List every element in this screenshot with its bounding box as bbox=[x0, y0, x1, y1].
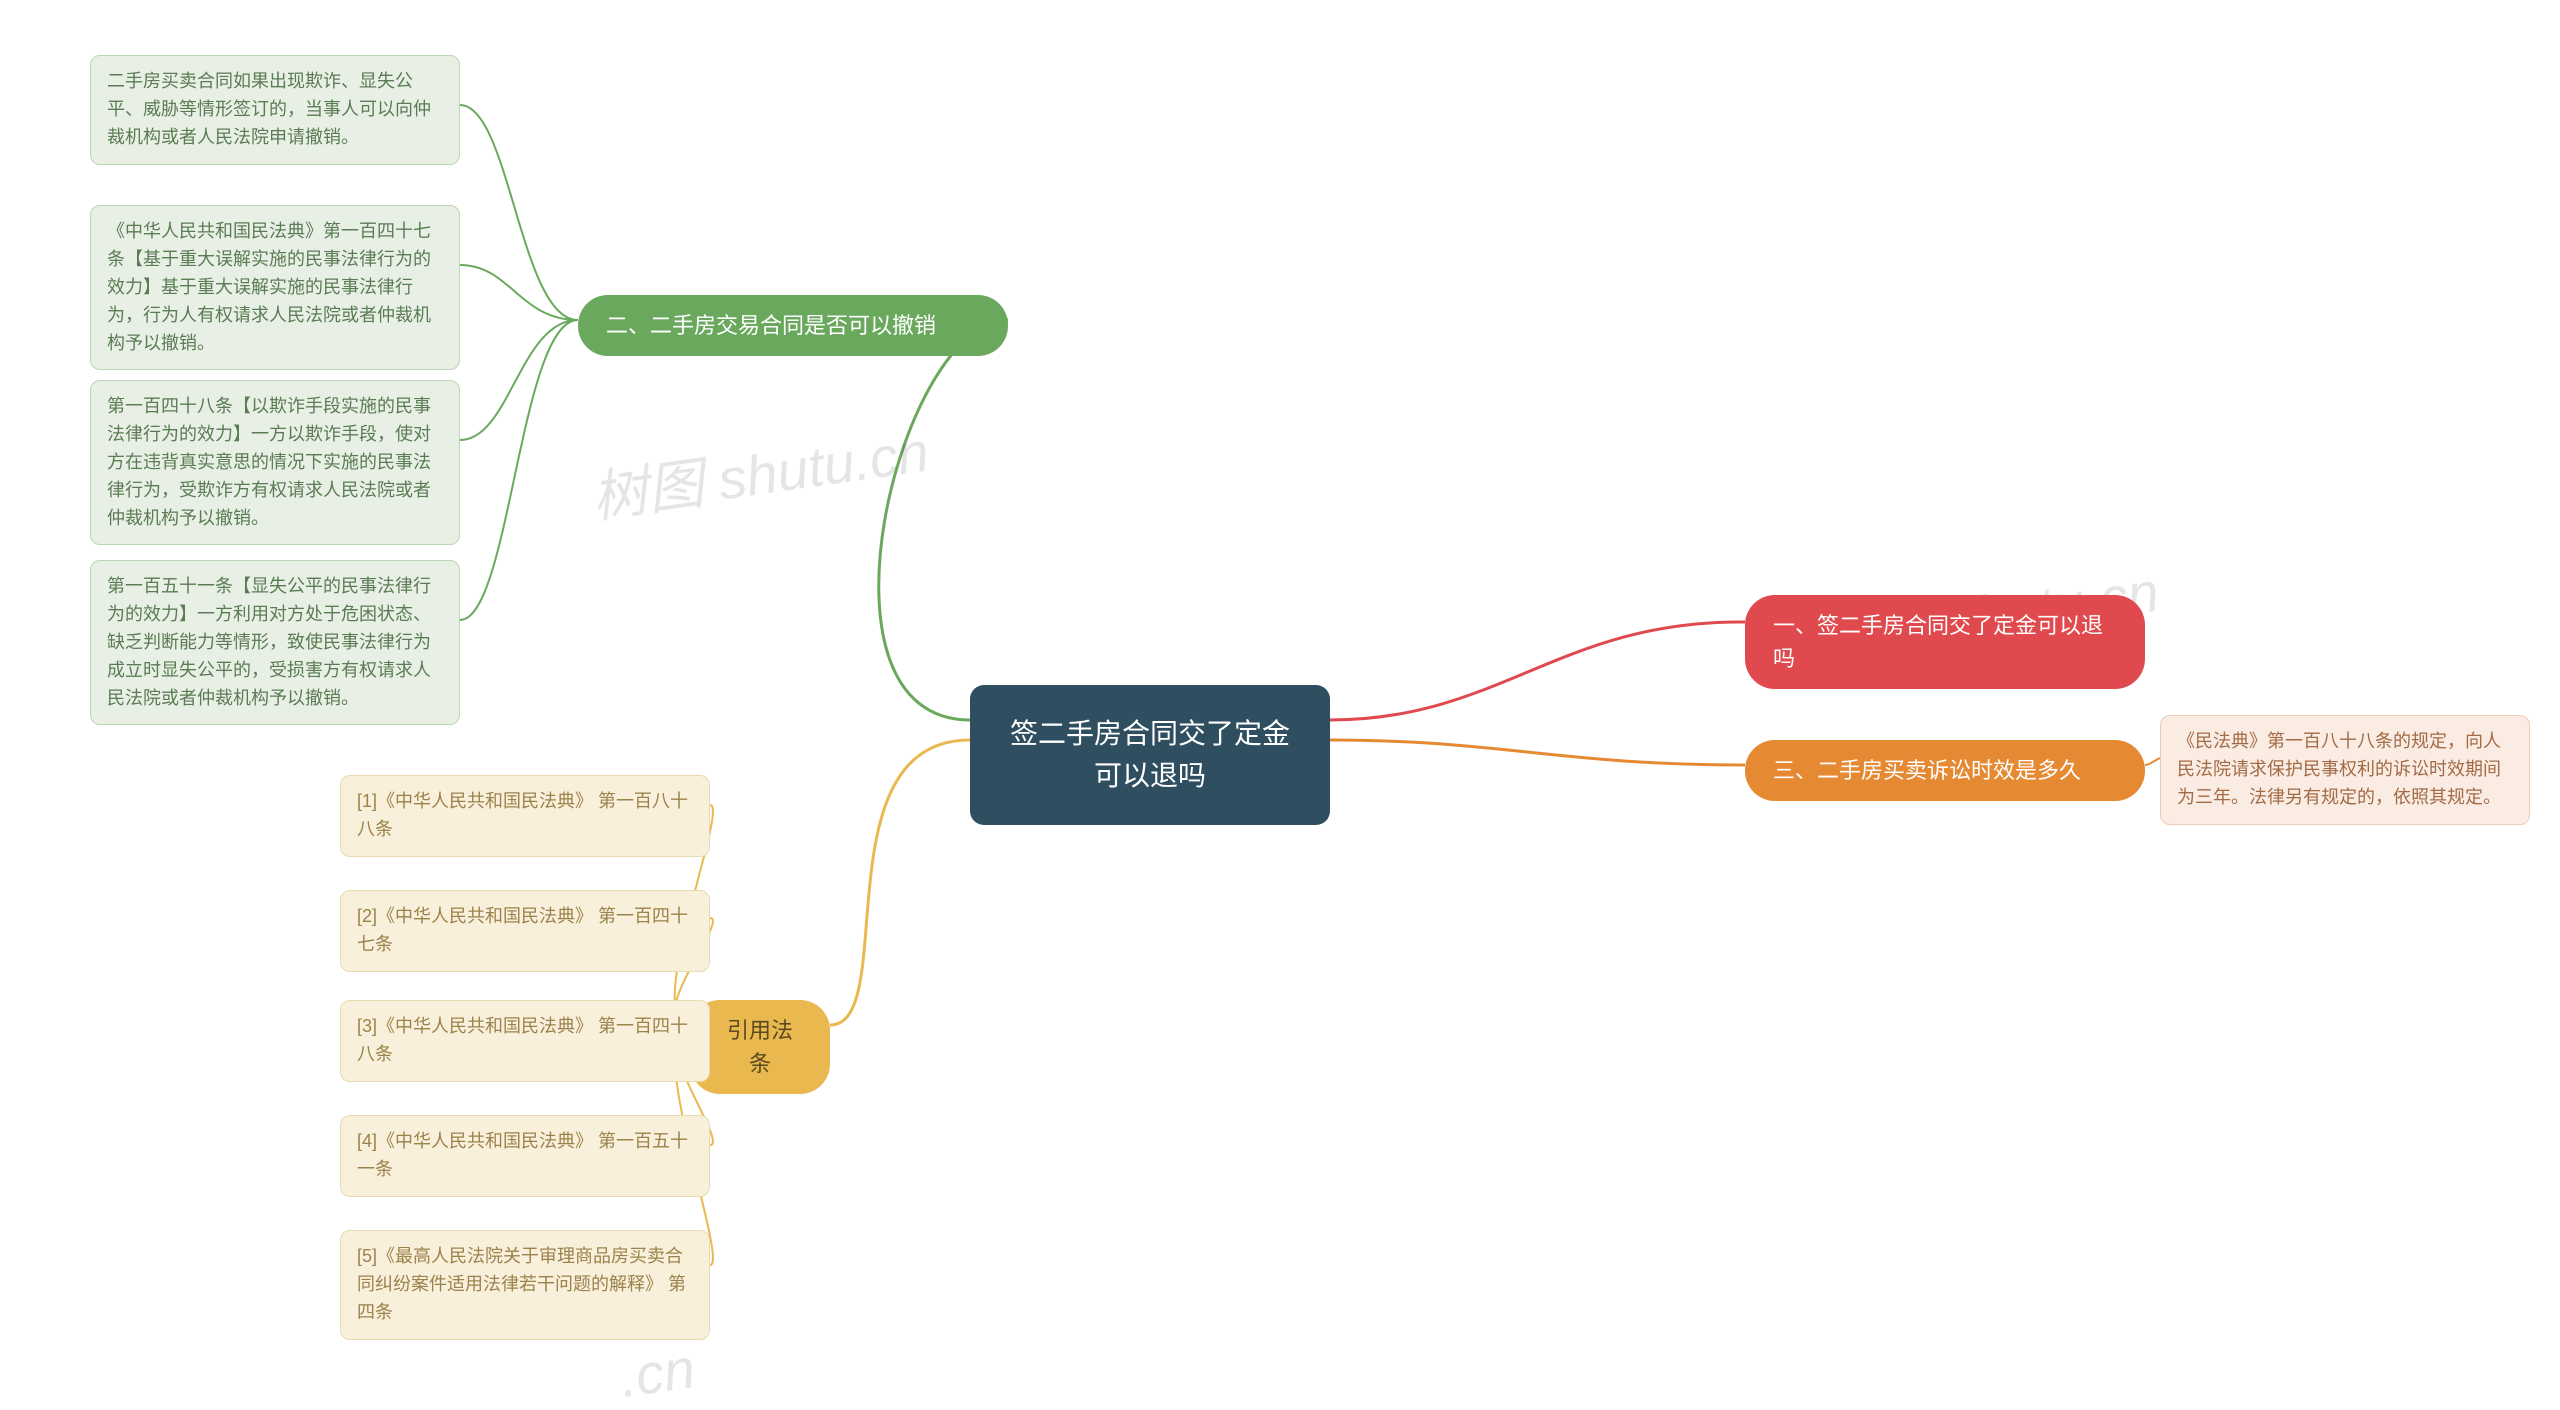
branch-1[interactable]: 一、签二手房合同交了定金可以退吗 bbox=[1745, 595, 2145, 689]
leaf-green-3[interactable]: 第一百四十八条【以欺诈手段实施的民事法律行为的效力】一方以欺诈手段，使对方在违背… bbox=[90, 380, 460, 545]
leaf-orange-1[interactable]: 《民法典》第一百八十八条的规定，向人民法院请求保护民事权利的诉讼时效期间为三年。… bbox=[2160, 715, 2530, 825]
leaf-yellow-2[interactable]: [2]《中华人民共和国民法典》 第一百四十七条 bbox=[340, 890, 710, 972]
leaf-yellow-5[interactable]: [5]《最高人民法院关于审理商品房买卖合同纠纷案件适用法律若干问题的解释》 第四… bbox=[340, 1230, 710, 1340]
leaf-green-4[interactable]: 第一百五十一条【显失公平的民事法律行为的效力】一方利用对方处于危困状态、缺乏判断… bbox=[90, 560, 460, 725]
leaf-yellow-3[interactable]: [3]《中华人民共和国民法典》 第一百四十八条 bbox=[340, 1000, 710, 1082]
branch-4[interactable]: 引用法条 bbox=[690, 1000, 830, 1094]
leaf-yellow-1[interactable]: [1]《中华人民共和国民法典》 第一百八十八条 bbox=[340, 775, 710, 857]
leaf-green-2[interactable]: 《中华人民共和国民法典》第一百四十七条【基于重大误解实施的民事法律行为的效力】基… bbox=[90, 205, 460, 370]
watermark-1: 树图 shutu.cn bbox=[586, 407, 933, 534]
branch-2[interactable]: 二、二手房交易合同是否可以撤销 bbox=[578, 295, 1008, 356]
branch-3[interactable]: 三、二手房买卖诉讼时效是多久 bbox=[1745, 740, 2145, 801]
leaf-yellow-4[interactable]: [4]《中华人民共和国民法典》 第一百五十一条 bbox=[340, 1115, 710, 1197]
center-node[interactable]: 签二手房合同交了定金可以退吗 bbox=[970, 685, 1330, 825]
watermark-3: .cn bbox=[616, 1335, 699, 1410]
leaf-green-1[interactable]: 二手房买卖合同如果出现欺诈、显失公平、威胁等情形签订的，当事人可以向仲裁机构或者… bbox=[90, 55, 460, 165]
